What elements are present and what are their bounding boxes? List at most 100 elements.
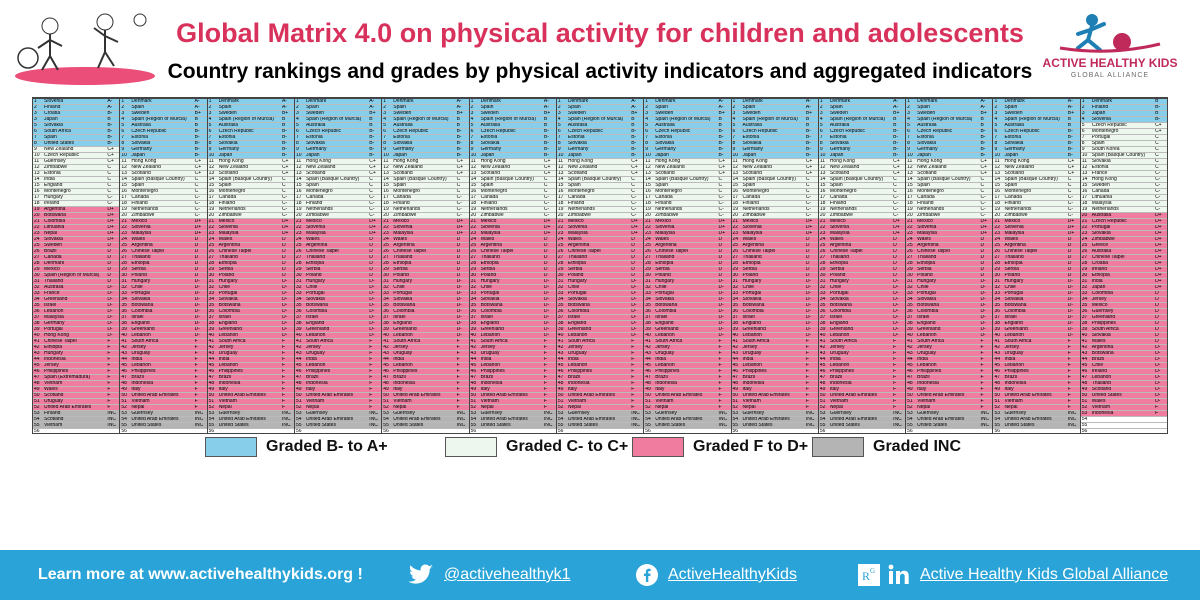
country-cell: Hong Kong [829,159,855,164]
grade-cell: INC [107,411,116,416]
rank-cell: 39 [295,327,302,332]
rank-cell: 45 [295,363,302,368]
matrix-row: 27 Thailand D [818,255,906,261]
matrix-row: 35 Botswana D- [993,303,1080,309]
rank-cell: 16 [121,189,127,194]
country-cell: United Arab Emirates [131,393,179,398]
country-cell: Colombia [742,309,764,314]
country-cell: Argentina [218,243,241,248]
matrix-row: 51 Vietnam F [906,399,993,405]
rank-cell: 10 [907,153,913,158]
grade-cell: C- [1067,213,1074,218]
grade-cell: B+ [980,111,987,116]
matrix-row: 6 Czech Republic B- [120,129,207,135]
grade-cell: D- [805,327,812,332]
rank-cell: 25 [819,243,826,248]
country-cell: Japan [567,153,582,158]
matrix-row: 16 Montenegro C [993,189,1080,195]
matrix-row: 32 Chile D- [818,285,906,291]
grade-cell: D+ [107,219,114,224]
twitter-handle[interactable]: @activehealthyk1 [444,566,571,583]
matrix-row: 20 Australia D+ [1080,213,1168,219]
grade-cell: INC [805,423,815,428]
twitter-link[interactable]: @activehealthyk1 [408,550,571,600]
grade-cell: B- [369,147,375,152]
rank-cell: 32 [907,285,913,290]
grade-cell: F [805,357,809,362]
grade-cell: C+ [107,147,114,152]
grade-cell: F [718,381,722,386]
country-cell: Spain [305,183,319,188]
grade-cell: C- [805,213,812,218]
country-cell: Denmark [1004,99,1025,104]
column-header: Sedentary Behaviour [382,98,469,99]
rank-cell: 11 [295,159,302,164]
grade-cell: D- [194,297,200,302]
grade-cell: D+ [107,213,114,218]
grade-cell: F [631,369,635,374]
facebook-page[interactable]: ActiveHealthyKids [668,566,797,583]
matrix-row: 35 Botswana D- [207,303,294,309]
rank-cell: 29 [121,267,127,272]
country-cell: United Arab Emirates [393,393,441,398]
grade-cell: B- [893,135,899,140]
matrix-row: 28 Denmark D [33,261,120,267]
country-cell: Botswana [1091,351,1114,356]
matrix-row: 17 Hungary C- [33,195,120,201]
matrix-row: 55 United States INC [382,423,469,429]
rank-cell: 44 [121,357,127,362]
grade-cell: B- [1067,141,1073,146]
grade-cell: D- [631,297,637,302]
rank-cell: 36 [645,309,651,314]
rank-cell: 27 [907,255,913,260]
matrix-row: 2 Spain A- [294,105,382,111]
matrix-row: 28 Ethiopia D [993,261,1080,267]
rank-cell: 9 [34,147,37,152]
grade-cell: B [718,123,722,128]
grade-cell: B- [456,147,462,152]
country-cell: South Africa [829,339,857,344]
grade-cell: F [281,363,285,368]
rank-cell: 23 [470,231,477,236]
facebook-link[interactable]: ActiveHealthyKids [636,550,797,600]
country-cell: Germany [131,147,152,152]
country-cell: Japan [1091,285,1106,290]
country-cell: Malaysia [655,231,675,236]
grade-cell: INC [718,423,728,428]
matrix-row: 45 Lebanon F [207,363,294,369]
rank-cell: 55 [1081,423,1088,428]
country-cell: Poland [1004,273,1021,278]
rank-cell: 25 [470,243,477,248]
country-cell: Spain [131,105,145,110]
grade-cell: F [1067,345,1071,350]
country-cell: South Africa [218,339,246,344]
matrix-row: 30 Poland D [644,273,731,279]
rank-cell: 54 [295,417,302,422]
grade-cell: F [194,375,198,380]
country-cell: Ethiopia [1004,261,1023,266]
grade-cell: A- [194,105,200,110]
grade-cell: B- [631,147,637,152]
grade-cell: A- [805,99,811,104]
rank-cell: 33 [557,291,564,296]
grade-cell: D- [980,297,986,302]
alliance-name[interactable]: Active Healthy Kids Global Alliance [920,566,1169,583]
country-cell: Argentina [44,207,66,212]
grade-cell: D+ [893,225,900,230]
country-cell: Australia [655,123,675,128]
country-cell: United Arab Emirates [218,393,266,398]
country-cell: Indonesia [567,381,590,386]
country-cell: Australia [480,123,501,128]
grade-cell: F [107,339,111,344]
rank-cell: 46 [557,369,564,374]
grade-cell: D- [281,315,288,320]
grade-cell: A- [369,99,375,104]
grade-cell: F [543,345,547,350]
matrix-row: 16 Canada C- [1080,189,1168,195]
country-cell: United States [393,423,424,428]
country-cell: Mexico [567,219,584,224]
matrix-row: 29 Serbia D [120,267,207,273]
country-cell: Zimbabwe [305,213,330,218]
grade-cell: C+ [543,165,551,170]
